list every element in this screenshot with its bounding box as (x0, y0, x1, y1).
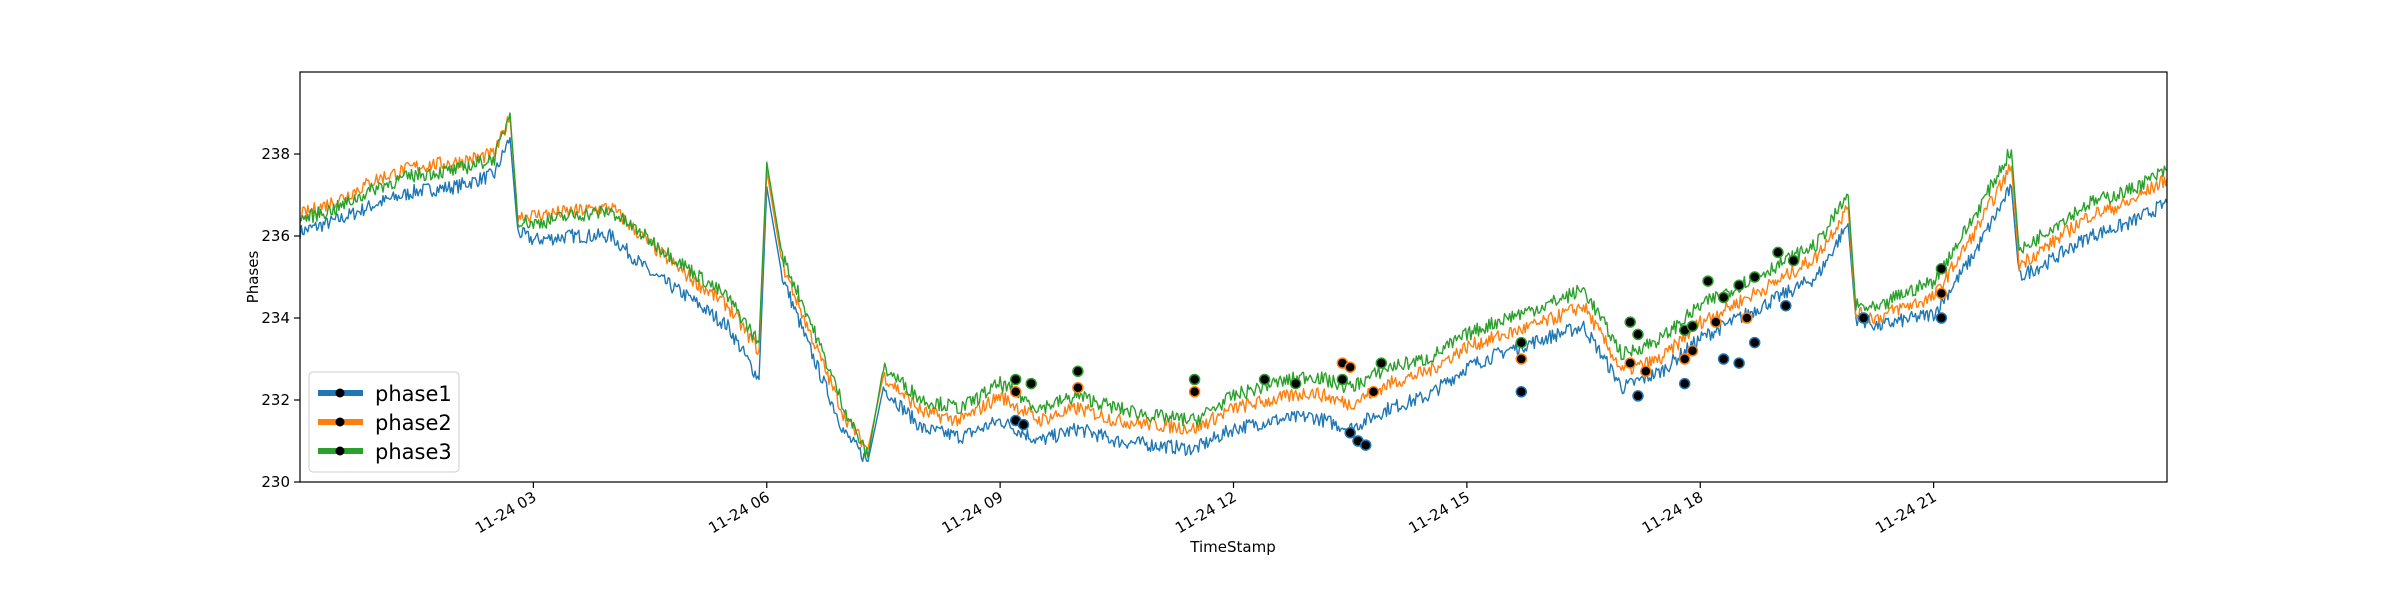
marker-phase2 (1686, 345, 1699, 357)
plot-area-frame (299, 71, 2168, 483)
marker-phase3 (1935, 263, 1948, 275)
marker-phase3 (1515, 336, 1528, 349)
y-tick-label: 238 (261, 145, 290, 163)
marker-phase3 (1188, 373, 1201, 386)
marker-phase3 (1375, 357, 1388, 369)
legend: phase1 phase2 phase3 (308, 371, 460, 473)
x-tick-label: 11-24 06 (705, 488, 772, 537)
marker-phase1 (1359, 439, 1372, 451)
x-tick-label: 11-24 21 (1872, 488, 1939, 537)
marker-phase3 (1009, 373, 1022, 386)
marker-phase2 (1009, 386, 1022, 398)
marker-phase1 (1748, 336, 1761, 349)
marker-phase1 (1344, 427, 1356, 439)
y-axis: 230 232 234 236 238 (261, 145, 300, 491)
marker-phase3 (1258, 373, 1271, 386)
marker-phase3 (1624, 316, 1636, 328)
legend-marker-phase1 (335, 388, 345, 398)
marker-phase2 (1515, 353, 1528, 365)
marker-phase3 (1787, 254, 1800, 267)
x-tick-label: 11-24 12 (1172, 488, 1239, 537)
marker-phase1 (1780, 299, 1792, 312)
marker-phase1 (1857, 312, 1870, 324)
marker-phase3 (1632, 328, 1644, 341)
marker-phase2 (1710, 316, 1722, 328)
legend-label-phase3: phase3 (375, 440, 452, 464)
marker-phase3 (1289, 377, 1302, 390)
y-tick-label: 232 (261, 391, 290, 409)
legend-marker-phase2 (335, 417, 345, 427)
legend-label-phase2: phase2 (375, 411, 452, 435)
marker-phase3 (1733, 279, 1745, 291)
legend-box (308, 371, 460, 473)
series-layer (299, 112, 2168, 463)
x-tick-label: 11-24 09 (939, 488, 1006, 537)
marker-phase3 (1717, 291, 1730, 304)
x-axis-label: TimeStamp (1189, 538, 1275, 556)
series-line-phase2 (299, 116, 2168, 450)
marker-phase2 (1072, 381, 1084, 394)
marker-phase3 (1025, 377, 1037, 390)
marker-phase3 (1336, 373, 1349, 386)
marker-phase2 (1935, 287, 1948, 300)
marker-phase1 (1717, 353, 1730, 365)
marker-phase3 (1072, 365, 1084, 378)
y-axis-label: Phases (244, 251, 262, 304)
legend-label-phase1: phase1 (375, 382, 452, 406)
marker-phase1 (1935, 312, 1948, 324)
y-tick-label: 234 (261, 309, 290, 327)
marker-layer (1009, 246, 1948, 451)
marker-phase2 (1367, 386, 1380, 398)
marker-phase2 (1678, 353, 1691, 365)
y-tick-label: 230 (261, 473, 290, 491)
x-tick-label: 11-24 18 (1639, 488, 1706, 537)
legend-marker-phase3 (335, 446, 345, 456)
marker-phase3 (1702, 275, 1714, 287)
marker-phase2 (1188, 386, 1201, 398)
marker-phase2 (1640, 365, 1652, 378)
marker-phase1 (1632, 390, 1644, 402)
marker-phase1 (1733, 357, 1745, 369)
marker-phase1 (1678, 377, 1691, 390)
marker-phase2 (1344, 361, 1356, 373)
marker-phase3 (1748, 271, 1761, 283)
marker-phase2 (1624, 357, 1636, 369)
marker-phase3 (1686, 320, 1699, 332)
x-tick-label: 11-24 15 (1405, 488, 1472, 537)
marker-phase1 (1017, 418, 1030, 431)
marker-phase1 (1515, 386, 1528, 398)
x-axis: 11-24 03 11-24 06 11-24 09 11-24 12 11-24 15… (472, 482, 1940, 537)
x-tick-label: 11-24 03 (472, 488, 539, 537)
series-line-phase3 (299, 112, 2168, 459)
marker-phase3 (1772, 246, 1784, 259)
marker-phase2 (1741, 312, 1753, 324)
y-tick-label: 236 (261, 227, 290, 245)
